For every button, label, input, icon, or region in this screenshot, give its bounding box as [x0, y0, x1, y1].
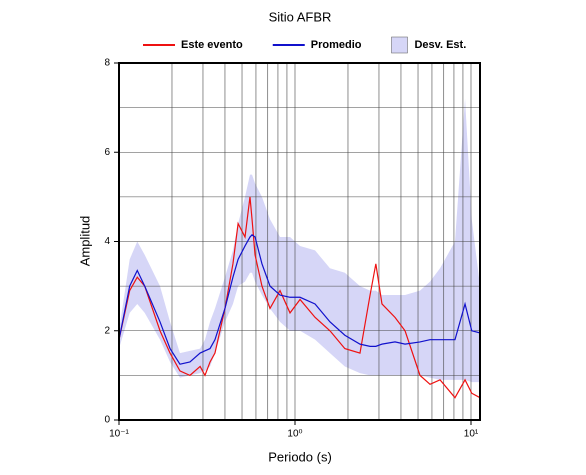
x-tick-label: 10¹	[464, 429, 479, 440]
legend-label: Este evento	[181, 39, 243, 51]
chart-title: Sitio AFBR	[269, 9, 332, 24]
std-band	[119, 98, 480, 383]
y-tick-label: 6	[104, 147, 110, 158]
x-axis-label: Periodo (s)	[268, 449, 332, 464]
x-tick-label: 10⁻¹	[109, 429, 129, 440]
plot-frame	[118, 62, 481, 421]
x-tick-label: 10⁰	[287, 429, 302, 440]
legend-swatch	[391, 36, 408, 54]
y-axis-label: Amplitud	[77, 216, 92, 267]
series-line	[118, 234, 481, 365]
y-tick-label: 2	[104, 325, 110, 336]
legend-label: Promedio	[311, 39, 362, 51]
y-tick-label: 4	[104, 236, 110, 247]
series-line	[118, 196, 481, 399]
y-tick-label: 0	[104, 415, 110, 426]
legend-label: Desv. Est.	[414, 39, 466, 51]
y-tick-label: 8	[104, 58, 110, 69]
